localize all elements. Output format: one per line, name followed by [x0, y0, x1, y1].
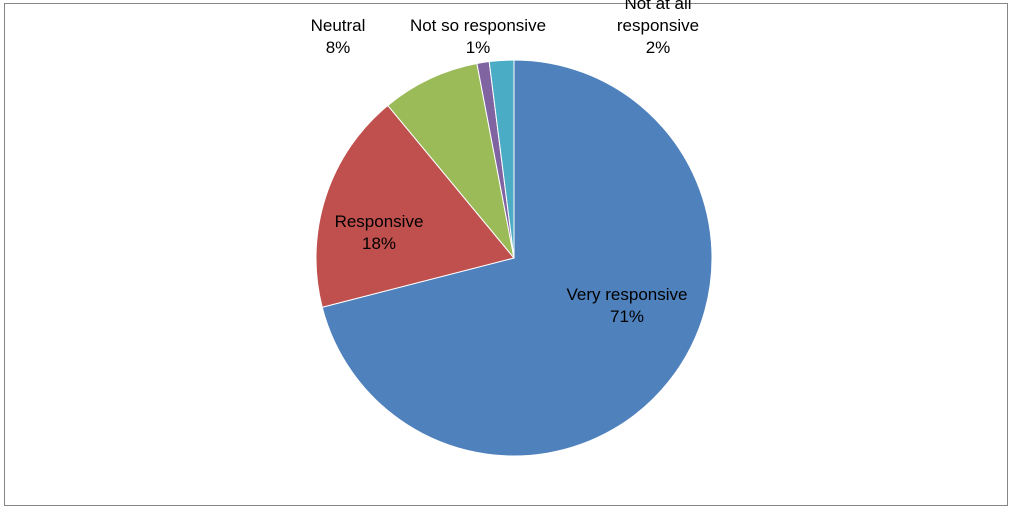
pie-slice-responsive [315, 104, 515, 308]
pie-slice-not-at-all-responsive [488, 59, 515, 259]
data-label-not-so-responsive: Not so responsive 1% [410, 16, 546, 57]
pie-slice-very-responsive [321, 59, 713, 457]
data-label-responsive: Responsive 18% [335, 212, 424, 253]
pie-slices [315, 59, 713, 457]
data-label-not-at-all-responsive: Not at all responsive 2% [617, 0, 699, 57]
data-label-neutral: Neutral 8% [311, 16, 366, 57]
pie-labels: Very responsive 71% Responsive 18% Neutral 8%… [311, 0, 700, 326]
data-label-very-responsive: Very responsive 71% [567, 285, 688, 326]
pie-slice-neutral [387, 62, 515, 259]
